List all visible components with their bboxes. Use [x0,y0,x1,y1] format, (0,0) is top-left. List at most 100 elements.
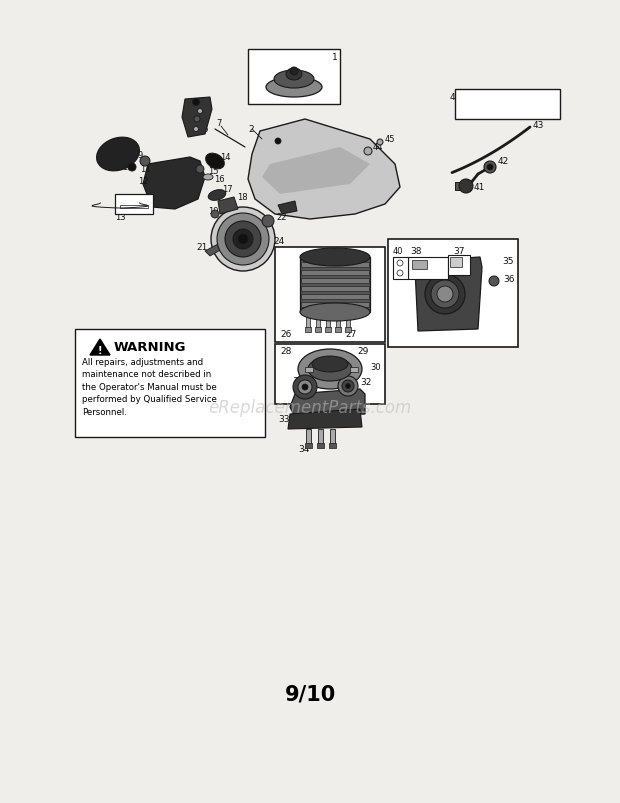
Text: 26: 26 [280,330,291,339]
Text: 7: 7 [216,120,221,128]
Circle shape [489,277,499,287]
Circle shape [364,148,372,156]
Text: 37: 37 [453,247,464,256]
Bar [450,258,462,267]
Bar [346,312,350,328]
Polygon shape [248,120,400,220]
Text: 28: 28 [280,347,291,356]
Circle shape [217,214,269,266]
Text: 45: 45 [385,136,396,145]
Text: !: ! [98,345,102,356]
Circle shape [397,271,403,277]
Bar [305,368,313,373]
Text: 12: 12 [138,177,149,186]
Circle shape [302,385,308,390]
Polygon shape [278,202,297,214]
Bar [455,183,466,191]
Text: 29: 29 [357,347,368,356]
Bar [316,312,320,328]
Text: 22: 22 [276,214,286,222]
Polygon shape [290,389,365,418]
Text: 16: 16 [214,175,224,184]
Bar [275,344,385,405]
Text: 27: 27 [345,330,356,339]
Bar [329,443,336,448]
Text: 33: 33 [278,415,290,424]
Circle shape [377,140,383,146]
Text: 13: 13 [115,214,126,222]
Bar [115,195,153,214]
Polygon shape [205,245,222,257]
Text: 5: 5 [203,116,208,124]
Text: 36: 36 [503,275,515,284]
Text: 1: 1 [332,54,338,63]
Bar [75,329,265,438]
Bar [322,357,338,365]
Circle shape [238,234,248,245]
Text: 17: 17 [222,185,232,194]
Polygon shape [143,158,205,210]
Polygon shape [218,198,238,214]
Circle shape [290,68,298,76]
Text: 19: 19 [208,207,218,216]
Text: 24: 24 [273,237,284,247]
Ellipse shape [312,357,348,373]
Ellipse shape [308,357,352,381]
Bar [301,279,369,283]
Bar [325,328,331,332]
Bar [301,263,369,267]
Text: 23: 23 [283,206,294,214]
Circle shape [225,222,261,258]
Bar [336,312,340,328]
Circle shape [298,381,312,394]
Circle shape [425,275,465,315]
Polygon shape [415,258,482,332]
Circle shape [198,109,203,114]
Circle shape [484,161,496,173]
Text: 10: 10 [122,163,133,173]
Text: 8: 8 [100,145,106,154]
Circle shape [196,165,204,173]
Text: 38: 38 [410,247,422,256]
Ellipse shape [300,249,370,267]
Ellipse shape [266,78,322,98]
Bar [393,258,408,279]
Text: All repairs, adjustments and
maintenance not described in
the Operator's Manual : All repairs, adjustments and maintenance… [82,357,217,417]
Text: 25: 25 [275,248,286,257]
Ellipse shape [286,69,302,81]
Bar [317,443,324,448]
Bar [408,258,448,279]
Circle shape [293,376,317,400]
Ellipse shape [203,175,213,181]
Text: 4: 4 [206,108,211,116]
Bar [345,328,351,332]
Ellipse shape [274,71,314,89]
Bar [306,312,310,328]
Circle shape [192,100,200,106]
Ellipse shape [208,190,226,201]
Text: 31: 31 [292,377,304,386]
Text: 15: 15 [208,167,218,177]
Circle shape [342,381,354,393]
Bar [326,312,330,328]
Bar [275,247,385,343]
Circle shape [487,165,493,171]
Bar [305,443,312,448]
Circle shape [140,157,150,167]
Bar [301,271,369,275]
Text: 43: 43 [533,120,544,129]
Circle shape [194,117,200,123]
Circle shape [233,230,253,250]
Ellipse shape [300,304,370,321]
Text: WARNING: WARNING [114,341,187,354]
Text: 39: 39 [435,315,446,324]
Text: 35: 35 [502,257,513,266]
Text: 21: 21 [196,243,207,252]
Circle shape [211,208,275,271]
Ellipse shape [97,138,140,172]
Bar [248,50,340,105]
Polygon shape [120,206,148,209]
Text: 46: 46 [450,93,461,102]
Circle shape [437,287,453,303]
Bar [305,328,311,332]
